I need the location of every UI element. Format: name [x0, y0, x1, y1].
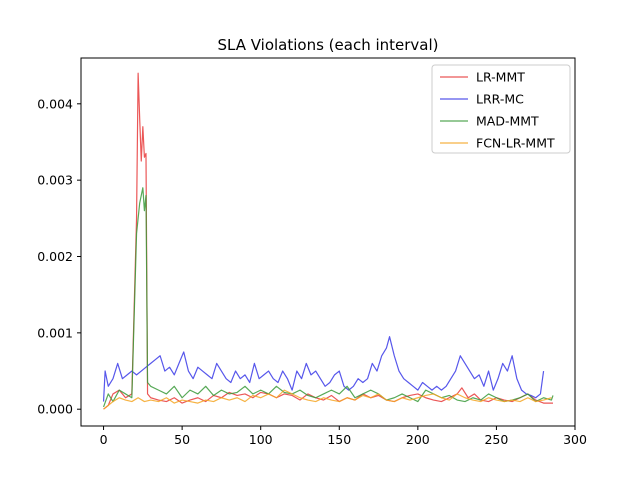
chart-title: SLA Violations (each interval)	[217, 36, 438, 54]
y-tick-label: 0.003	[37, 173, 73, 188]
plot-area	[102, 72, 554, 410]
legend: LR-MMT LRR-MC MAD-MMT FCN-LR-MMT	[431, 64, 571, 154]
x-tick-label: 50	[174, 432, 190, 447]
x-tick-label: 150	[327, 432, 351, 447]
y-tick-label: 0.001	[37, 325, 73, 340]
legend-label-lrr-mc: LRR-MC	[476, 92, 524, 107]
series-line-lrr-mc	[102, 336, 545, 402]
y-tick-label: 0.004	[37, 96, 73, 111]
series-layer	[102, 72, 554, 410]
x-tick-label: 250	[484, 432, 508, 447]
legend-box	[431, 64, 571, 154]
x-tick-label: 100	[249, 432, 273, 447]
series-line-lr-mmt	[103, 72, 553, 410]
y-tick-label: 0.002	[37, 249, 73, 264]
x-axis: 0 50 100 150 200 250 300	[100, 426, 587, 447]
legend-label-fcn-lr-mmt: FCN-LR-MMT	[476, 136, 555, 151]
series-line-fcn-lr-mmt	[103, 389, 552, 410]
plot-frame	[80, 57, 576, 427]
x-tick-label: 300	[563, 432, 587, 447]
y-axis: 0.000 0.001 0.002 0.003 0.004	[37, 96, 81, 417]
y-tick-label: 0.000	[37, 402, 73, 417]
legend-label-mad-mmt: MAD-MMT	[476, 114, 539, 129]
series-line-mad-mmt	[102, 187, 554, 408]
x-tick-label: 200	[406, 432, 430, 447]
legend-label-lr-mmt: LR-MMT	[476, 70, 525, 85]
x-tick-label: 0	[100, 432, 108, 447]
